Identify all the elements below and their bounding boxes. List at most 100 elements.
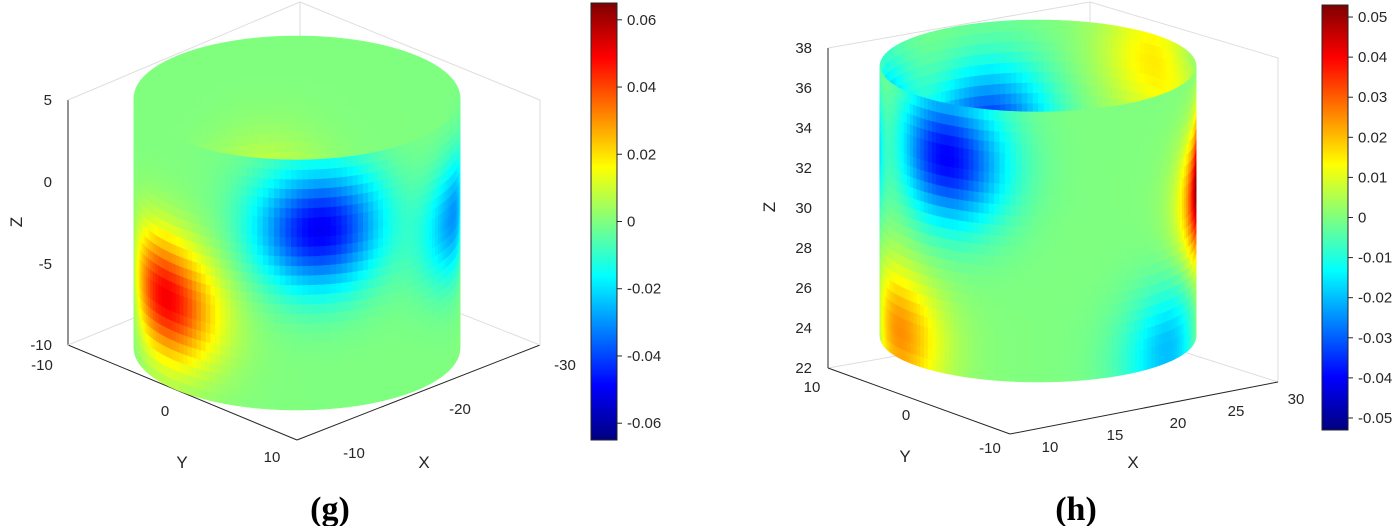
panel-g-surface-cell xyxy=(187,239,193,252)
panel-g-surface-cell xyxy=(347,271,354,283)
panel-g-surface-cell xyxy=(378,140,384,152)
panel-g-surface-cell xyxy=(215,160,221,173)
panel-g-surface-cell xyxy=(378,352,384,364)
panel-g-surface-cell xyxy=(220,109,226,121)
panel-g-surface-cell xyxy=(285,217,292,228)
panel-g-surface-cell xyxy=(330,282,337,294)
panel-g-surface-cell xyxy=(362,108,369,120)
panel-g-surface-cell xyxy=(210,284,216,297)
panel-g-surface-cell xyxy=(341,223,348,235)
panel-g-surface-cell xyxy=(347,96,354,108)
panel-g-surface-cell xyxy=(336,214,343,226)
panel-g-surface-cell xyxy=(183,199,189,212)
panel-g-surface-cell xyxy=(215,218,221,231)
panel-g-surface-cell xyxy=(352,135,359,147)
panel-g-surface-cell xyxy=(251,104,258,116)
panel-g-surface-cell xyxy=(434,128,439,142)
panel-g-surface-cell xyxy=(330,244,337,256)
panel-g-surface-cell xyxy=(152,66,157,80)
panel-g-surface-cell xyxy=(413,225,419,238)
panel-g-surface-cell xyxy=(246,368,253,380)
panel-g-surface-cell xyxy=(230,78,237,90)
panel-g-surface-cell xyxy=(413,369,419,382)
panel-g-surface-cell xyxy=(347,134,354,146)
panel-g-surface-cell xyxy=(325,206,332,218)
panel-g-surface-cell xyxy=(220,248,226,260)
panel-g-surface-cell xyxy=(274,264,281,276)
panel-g-surface-cell xyxy=(262,398,269,410)
panel-g-surface-cell xyxy=(341,377,348,389)
panel-g-surface-cell xyxy=(279,35,286,47)
panel-g-surface-cell xyxy=(268,216,275,228)
panel-g-surface-cell xyxy=(378,111,384,123)
panel-g-surface-cell xyxy=(378,92,384,104)
panel-g-surface-cell xyxy=(409,188,415,201)
panel-g-surface-cell xyxy=(205,302,211,315)
panel-g-surface-cell xyxy=(397,289,403,302)
panel-g-surface-cell xyxy=(341,214,348,226)
panel-g-surface-cell xyxy=(336,133,343,145)
panel-g-surface-cell xyxy=(200,176,207,189)
panel-g-surface-cell xyxy=(246,387,253,399)
panel-g-surface-cell xyxy=(279,255,286,266)
panel-g-surface-cell xyxy=(210,188,216,201)
panel-g-surface-cell xyxy=(187,259,193,271)
panel-g-surface-cell xyxy=(179,101,185,114)
panel-g-colorbar-tick-label: 0 xyxy=(627,214,635,231)
panel-g-surface-cell xyxy=(196,357,202,370)
panel-g-surface-cell xyxy=(405,276,411,289)
panel-g-surface-cell xyxy=(230,59,237,71)
panel-g-surface-cell xyxy=(183,286,189,299)
panel-g-surface-cell xyxy=(191,212,197,225)
panel-g-surface-cell xyxy=(196,377,202,389)
panel-g-surface-cell xyxy=(235,49,242,61)
panel-g-surface-cell xyxy=(362,191,369,204)
panel-g-surface-cell xyxy=(296,198,303,209)
panel-g-surface-cell xyxy=(362,297,369,309)
panel-g-surface-cell xyxy=(235,68,242,80)
panel-g-surface-cell xyxy=(205,312,211,325)
panel-g-surface-cell xyxy=(325,254,332,266)
panel-g-surface-cell xyxy=(205,177,211,190)
panel-g-surface-cell xyxy=(397,193,403,205)
panel-g-surface-cell xyxy=(240,232,247,244)
panel-g-surface-cell xyxy=(175,312,181,325)
panel-g-surface-cell xyxy=(392,281,398,293)
panel-g-surface-cell xyxy=(302,74,309,85)
panel-g-surface-cell xyxy=(200,46,207,58)
panel-g-surface-cell xyxy=(352,308,359,321)
panel-g-surface-cell xyxy=(215,353,221,365)
panel-g-surface-cell xyxy=(319,55,326,67)
panel-g-surface-cell xyxy=(200,224,207,237)
panel-g-surface-cell xyxy=(313,255,320,266)
panel-g-surface-cell xyxy=(191,116,197,128)
panel-g-surface-cell xyxy=(235,385,242,397)
panel-g-surface-cell xyxy=(251,253,258,265)
panel-g-surface-cell xyxy=(296,361,303,372)
panel-g-surface-cell xyxy=(251,157,258,169)
panel-g-surface-cell xyxy=(191,125,197,138)
panel-g-surface-cell xyxy=(268,226,275,237)
panel-g-surface-cell xyxy=(368,99,374,111)
panel-g-surface-cell xyxy=(336,47,343,58)
panel-g-surface-cell xyxy=(220,80,226,92)
panel-g-surface-cell xyxy=(225,287,232,300)
panel-g-surface-cell xyxy=(215,324,221,336)
panel-g-x-tick: -20 xyxy=(449,401,471,418)
panel-g-surface-cell xyxy=(268,206,275,218)
panel-g-surface-cell xyxy=(308,245,315,257)
panel-g-surface-cell xyxy=(357,107,364,119)
panel-g-surface-cell xyxy=(210,82,216,94)
panel-g-surface-cell xyxy=(235,357,242,369)
panel-g-surface-cell xyxy=(341,262,348,274)
panel-g-surface-cell xyxy=(405,142,411,155)
panel-g-surface-cell xyxy=(392,319,398,332)
panel-g-surface-cell xyxy=(279,64,286,76)
panel-g-surface-cell xyxy=(373,129,379,141)
panel-g-surface-cell xyxy=(357,260,364,272)
panel-g-surface-cell xyxy=(383,197,389,209)
panel-g-surface-cell xyxy=(225,220,232,232)
panel-g-surface-cell xyxy=(210,236,216,249)
panel-g-surface-cell xyxy=(196,57,202,69)
panel-g-surface-cell xyxy=(302,112,309,123)
